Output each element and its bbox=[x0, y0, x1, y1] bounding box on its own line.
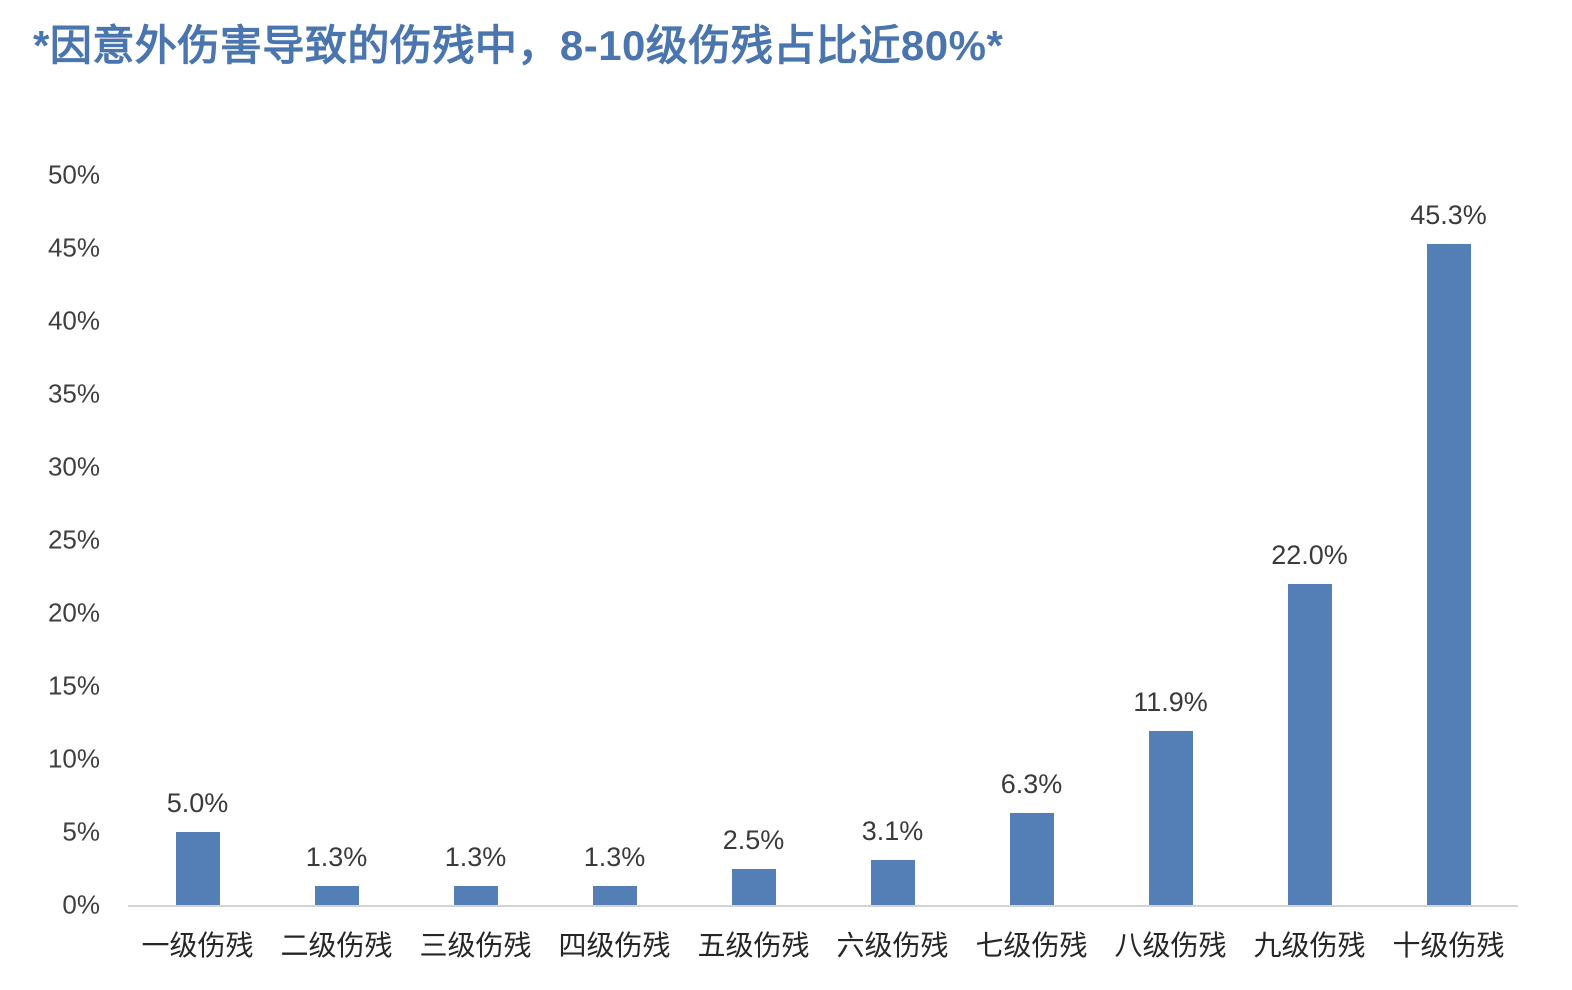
y-tick-label: 45% bbox=[47, 232, 100, 263]
bar-slot: 1.3% bbox=[406, 175, 545, 905]
bar-value-label: 1.3% bbox=[305, 842, 368, 873]
bar-value-label: 1.3% bbox=[583, 842, 646, 873]
bar-slot: 1.3% bbox=[545, 175, 684, 905]
bar-slot: 5.0% bbox=[128, 175, 267, 905]
y-axis: 0% 5% 10% 15% 20% 25% 30% 35% 40% 45% 50% bbox=[0, 160, 100, 920]
x-tick-label: 十级伤残 bbox=[1392, 930, 1505, 961]
y-tick-label: 40% bbox=[47, 305, 100, 336]
x-tick-label: 五级伤残 bbox=[697, 930, 810, 961]
bar-value-label: 11.9% bbox=[1133, 687, 1208, 718]
bar-slot: 1.3% bbox=[267, 175, 406, 905]
bar bbox=[1426, 243, 1471, 905]
y-tick-label: 0% bbox=[62, 889, 100, 920]
chart-title: *因意外伤害导致的伤残中，8-10级伤残占比近80%* bbox=[33, 22, 1004, 69]
x-tick-label: 九级伤残 bbox=[1253, 930, 1366, 961]
bar bbox=[870, 859, 915, 905]
x-tick-label: 四级伤残 bbox=[558, 930, 671, 961]
bar bbox=[1287, 583, 1332, 905]
bar-slot: 45.3% bbox=[1379, 175, 1518, 905]
bar-value-label: 45.3% bbox=[1410, 199, 1487, 230]
bar bbox=[453, 886, 498, 905]
bar-slot: 22.0% bbox=[1240, 175, 1379, 905]
plot-area: 5.0% 1.3% 1.3% 1.3% 2.5% 3.1% 6.3% 11.9% 22.0% 45… bbox=[128, 175, 1518, 907]
x-tick-label: 八级伤残 bbox=[1114, 930, 1227, 961]
bar bbox=[314, 886, 359, 905]
bar-slot: 11.9% bbox=[1101, 175, 1240, 905]
x-tick-label: 二级伤残 bbox=[280, 930, 393, 961]
bar bbox=[1009, 813, 1054, 905]
bar-slot: 3.1% bbox=[823, 175, 962, 905]
bar bbox=[592, 886, 637, 905]
bar-value-label: 1.3% bbox=[444, 842, 507, 873]
y-tick-label: 5% bbox=[62, 816, 100, 847]
bar-value-label: 22.0% bbox=[1271, 539, 1348, 570]
x-tick-label: 三级伤残 bbox=[419, 930, 532, 961]
x-tick-label: 六级伤残 bbox=[836, 930, 949, 961]
y-tick-label: 35% bbox=[47, 378, 100, 409]
bar-value-label: 5.0% bbox=[166, 788, 229, 818]
y-tick-label: 50% bbox=[47, 159, 100, 190]
bar bbox=[1148, 731, 1193, 905]
x-tick-label: 一级伤残 bbox=[141, 930, 254, 961]
bar bbox=[731, 868, 776, 905]
bar-value-label: 3.1% bbox=[861, 815, 924, 846]
y-tick-label: 15% bbox=[47, 670, 100, 701]
bar-value-label: 2.5% bbox=[722, 824, 785, 855]
bar bbox=[175, 832, 220, 905]
y-tick-label: 25% bbox=[47, 524, 100, 555]
bar-value-label: 6.3% bbox=[1000, 769, 1063, 800]
y-tick-label: 30% bbox=[47, 451, 100, 482]
y-tick-label: 10% bbox=[47, 743, 100, 774]
y-tick-label: 20% bbox=[47, 597, 100, 628]
bar-slot: 2.5% bbox=[684, 175, 823, 905]
x-tick-label: 七级伤残 bbox=[975, 930, 1088, 961]
bar-slot: 6.3% bbox=[962, 175, 1101, 905]
x-axis: 一级伤残 二级伤残 三级伤残 四级伤残 五级伤残 六级伤残 七级伤残 八级伤残 九级伤残 十级伤残 bbox=[128, 924, 1518, 964]
